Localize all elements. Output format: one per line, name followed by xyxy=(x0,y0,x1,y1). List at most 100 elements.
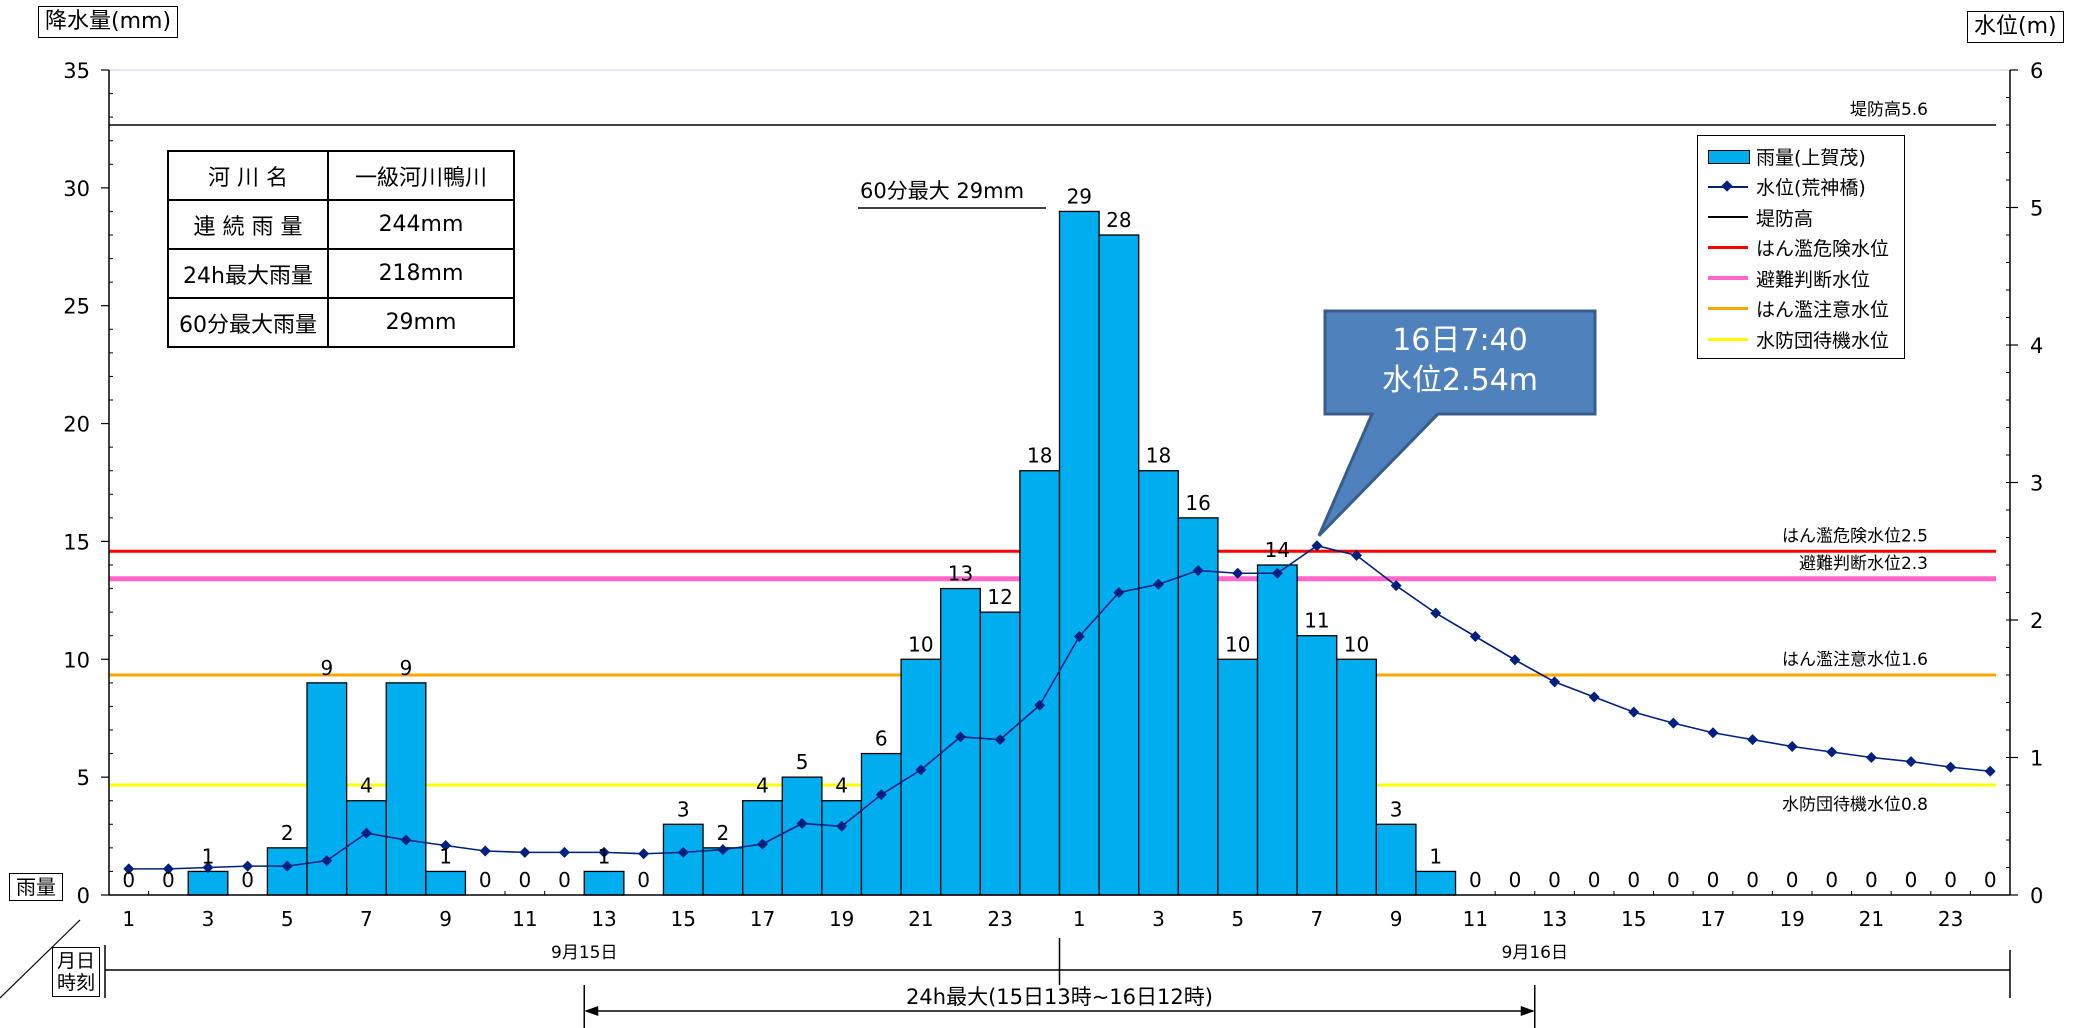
reference-lines: 堤防高5.6 はん濫危険水位2.5 避難判断水位2.3 はん濫注意水位1.6 水防団待機… xyxy=(109,100,1996,815)
rain-bar xyxy=(702,847,744,896)
water-level-marker xyxy=(1865,752,1877,763)
date-axis: 9月15日 9月16日 24h最大(15日13時~16日12時) xyxy=(0,919,2011,1028)
bar-value-label: 11 xyxy=(1304,609,1329,633)
bar-value-label: 9 xyxy=(320,656,333,680)
y-left-tick-label: 25 xyxy=(63,295,90,319)
water-level-marker xyxy=(1786,741,1798,752)
bar-value-label: 0 xyxy=(1825,868,1838,892)
rain-bar xyxy=(662,823,704,896)
bar-value-label: 4 xyxy=(835,774,848,798)
table-key: 連 続 雨 量 xyxy=(167,199,329,250)
bar-value-label: 2 xyxy=(716,821,729,845)
bar-value-label: 6 xyxy=(875,727,888,751)
date-time-axis-label: 月日 時刻 xyxy=(52,947,101,997)
bar-value-label: 0 xyxy=(1786,868,1799,892)
bar-value-label: 0 xyxy=(558,868,571,892)
bar-value-label: 2 xyxy=(281,821,294,845)
bar-value-label: 3 xyxy=(677,797,690,821)
water-level-marker xyxy=(1351,549,1363,561)
rain-bar xyxy=(187,870,229,896)
legend-item: 雨量(上賀茂) xyxy=(1706,142,1866,170)
reference-line-label: 水防団待機水位0.8 xyxy=(1782,795,1928,815)
bar-value-label: 0 xyxy=(1667,868,1680,892)
bar-value-label: 1 xyxy=(598,844,611,868)
x-tick-label: 1 xyxy=(1073,907,1086,931)
x-tick-label: 5 xyxy=(1231,907,1244,931)
y-left-tick-label: 10 xyxy=(63,648,90,672)
water-level-marker xyxy=(242,860,254,872)
legend-item: 水防団待機水位 xyxy=(1706,325,1889,353)
bar-value-label: 0 xyxy=(241,868,254,892)
rain-bar xyxy=(1375,823,1417,896)
bar-value-label: 28 xyxy=(1106,208,1131,232)
chart-legend: 雨量(上賀茂) 水位(荒神橋) 堤防高 はん濫危険水位 避難判断水位 はん濫注意水位 水防団… xyxy=(1697,135,1905,359)
max24-arrow-right xyxy=(1520,1006,1535,1016)
max60-label: 60分最大 29mm xyxy=(860,179,1024,203)
rain-bar xyxy=(1256,564,1298,896)
table-key: 24h最大雨量 xyxy=(167,248,329,299)
legend-swatch xyxy=(1706,173,1750,201)
peak-level-callout: 16日7:40 水位2.54m xyxy=(1325,311,1595,414)
water-level-marker xyxy=(994,734,1006,746)
water-level-marker xyxy=(954,731,966,743)
legend-item: はん濫危険水位 xyxy=(1706,234,1889,262)
bar-value-label: 1 xyxy=(202,844,215,868)
water-level-marker xyxy=(836,820,848,832)
callout-time: 16日7:40 xyxy=(1392,323,1528,358)
date-label-sep16: 9月16日 xyxy=(1502,943,1568,963)
bar-value-label: 9 xyxy=(400,656,413,680)
water-level-marker xyxy=(1826,746,1838,758)
water-level-marker xyxy=(1271,567,1283,579)
x-tick-label: 15 xyxy=(1621,907,1646,931)
water-level-marker xyxy=(1509,654,1521,666)
rain-bar xyxy=(1058,210,1100,896)
table-row: 60分最大雨量 29mm xyxy=(167,297,515,348)
water-level-marker xyxy=(638,848,650,860)
bar-value-label: 0 xyxy=(1746,868,1759,892)
table-value: 218mm xyxy=(327,248,515,299)
rain-bar xyxy=(781,776,823,896)
legend-swatch xyxy=(1706,234,1750,262)
rain-bar xyxy=(425,870,467,896)
bar-value-label: 0 xyxy=(1707,868,1720,892)
water-level-marker xyxy=(1707,727,1719,739)
water-level-marker xyxy=(717,844,729,856)
y-left-axis-title: 降水量(mm) xyxy=(38,6,179,38)
bar-value-label: 4 xyxy=(756,774,769,798)
water-level-marker xyxy=(875,789,887,801)
water-level-marker xyxy=(1311,540,1323,552)
water-level-marker xyxy=(598,846,610,858)
bar-value-label: 0 xyxy=(1944,868,1957,892)
x-tick-label: 11 xyxy=(1463,907,1488,931)
bar-value-label: 13 xyxy=(948,562,973,586)
water-level-marker xyxy=(281,860,293,872)
water-level-marker xyxy=(321,855,333,867)
x-tick-label: 9 xyxy=(439,907,452,931)
table-value: 244mm xyxy=(327,199,515,250)
y-left-tick-label: 35 xyxy=(63,59,90,83)
bar-value-label: 0 xyxy=(479,868,492,892)
bar-value-label: 29 xyxy=(1067,184,1092,208)
x-tick-label: 23 xyxy=(1938,907,1963,931)
y-right-tick-label: 5 xyxy=(2030,197,2043,221)
rain-bar xyxy=(1217,658,1259,896)
y-left-tick-label: 15 xyxy=(63,530,90,554)
table-value: 一級河川鴨川 xyxy=(327,150,515,201)
rain-bar xyxy=(860,752,902,896)
x-tick-label: 3 xyxy=(202,907,215,931)
y-left-tick-label: 5 xyxy=(77,766,90,790)
date-label: 月日 xyxy=(57,950,96,972)
water-level-polyline xyxy=(128,544,1991,870)
x-tick-label: 1 xyxy=(122,907,135,931)
x-tick-label: 21 xyxy=(1859,907,1884,931)
x-tick-label: 13 xyxy=(591,907,616,931)
water-level-marker xyxy=(1905,756,1917,768)
bar-value-label: 0 xyxy=(637,868,650,892)
rain-bar xyxy=(979,611,1021,896)
x-tick-label: 11 xyxy=(512,907,537,931)
legend-swatch xyxy=(1706,295,1750,323)
water-level-marker xyxy=(1588,691,1600,703)
rain-bar xyxy=(385,682,427,896)
bar-value-label: 5 xyxy=(796,750,809,774)
